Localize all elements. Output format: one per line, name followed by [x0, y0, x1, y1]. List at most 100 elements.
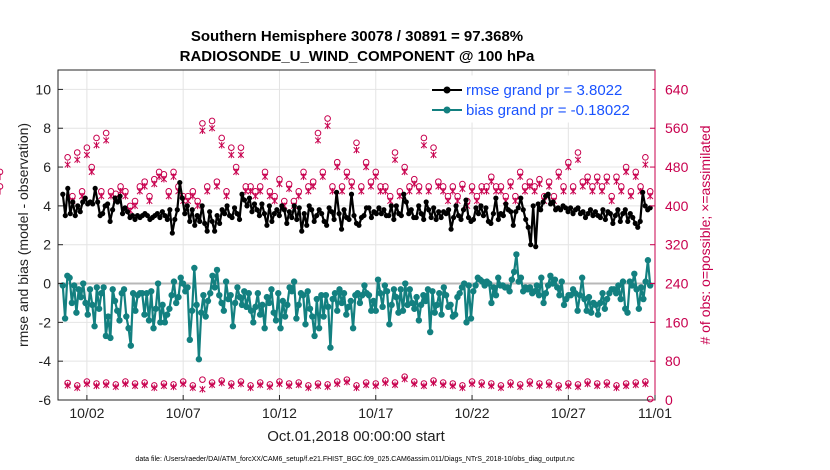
- obs-assimilated-marker: [387, 197, 394, 205]
- obs-assimilated-marker: [613, 178, 620, 185]
- obs-assimilated-marker: [64, 382, 71, 389]
- obs-possible-marker: [314, 129, 322, 137]
- rmse-point: [376, 205, 382, 211]
- obs-assimilated-marker: [184, 197, 192, 205]
- obs-assimilated-marker: [228, 382, 235, 390]
- bias-point: [243, 303, 250, 311]
- obs-possible-marker: [0, 168, 4, 176]
- rmse-point: [316, 207, 322, 213]
- bias-point: [186, 336, 194, 344]
- bias-point: [542, 290, 550, 297]
- obs-assimilated-marker: [526, 183, 533, 190]
- obs-assimilated-marker: [131, 202, 139, 210]
- rmse-point: [418, 211, 424, 217]
- bias-point: [506, 288, 513, 295]
- rmse-point: [309, 207, 315, 213]
- legend-entry-bias: bias grand pr = -0.18022: [466, 102, 630, 119]
- rmse-point: [274, 207, 280, 213]
- obs-assimilated-marker: [276, 180, 283, 188]
- bias-point: [594, 311, 602, 318]
- bias-point: [150, 324, 157, 332]
- rmse-point: [269, 218, 275, 225]
- rmse-point: [445, 207, 452, 213]
- bias-point: [599, 290, 606, 297]
- rmse-point: [184, 203, 190, 209]
- rmse-point: [338, 226, 345, 232]
- obs-assimilated-marker: [348, 183, 355, 190]
- y-tick-label: 10: [35, 81, 51, 97]
- rmse-point: [306, 203, 312, 209]
- obs-assimilated-marker: [440, 381, 447, 389]
- rmse-point: [416, 203, 422, 209]
- rmse-point: [231, 205, 238, 211]
- obs-possible-marker: [64, 154, 71, 161]
- y-right-tick-label: 80: [665, 353, 681, 369]
- obs-possible-marker: [391, 149, 399, 156]
- bias-point: [152, 305, 159, 312]
- rmse-point: [321, 218, 327, 225]
- obs-assimilated-marker: [468, 188, 476, 195]
- rmse-point: [393, 203, 399, 209]
- bias-point: [188, 307, 196, 314]
- bias-point: [526, 284, 534, 291]
- obs-assimilated-marker: [594, 178, 601, 185]
- bias-point: [93, 284, 101, 291]
- obs-assimilated-marker: [64, 161, 71, 168]
- rmse-point: [575, 205, 581, 211]
- bias-point: [356, 299, 364, 307]
- obs-assimilated-marker: [353, 384, 360, 392]
- obs-assimilated-marker: [83, 380, 91, 388]
- rmse-point: [75, 203, 81, 209]
- bias-point: [245, 290, 252, 297]
- x-tick-label: 10/22: [455, 405, 490, 421]
- rmse-point: [341, 207, 347, 213]
- obs-possible-marker: [353, 139, 360, 147]
- rmse-point: [401, 191, 407, 197]
- y-right-tick-label: 560: [665, 120, 689, 136]
- bias-point: [184, 284, 191, 291]
- bias-point: [209, 272, 216, 279]
- bias-point: [463, 319, 470, 326]
- rmse-point: [279, 203, 285, 209]
- bias-point: [300, 291, 307, 299]
- bias-point: [615, 282, 622, 289]
- obs-assimilated-marker: [560, 188, 567, 195]
- obs-assimilated-marker: [199, 127, 206, 134]
- rmse-point: [212, 228, 218, 234]
- bias-point: [485, 280, 493, 287]
- rmse-point: [92, 185, 98, 192]
- obs-assimilated-marker: [406, 188, 413, 195]
- obs-assimilated-marker: [584, 178, 591, 185]
- rmse-point: [582, 214, 589, 221]
- obs-assimilated-marker: [517, 173, 524, 181]
- bias-point: [402, 280, 409, 287]
- rmse-point: [62, 212, 68, 219]
- y-right-tick-label: 400: [665, 198, 689, 214]
- bias-point: [388, 301, 395, 309]
- y-right-tick-label: 0: [665, 392, 673, 408]
- bias-point: [422, 297, 429, 305]
- obs-assimilated-marker: [83, 151, 91, 159]
- obs-assimilated-marker: [449, 382, 456, 390]
- obs-assimilated-marker: [526, 380, 533, 388]
- obs-assimilated-marker: [189, 192, 196, 200]
- bias-point: [340, 290, 348, 297]
- bias-point: [313, 295, 321, 303]
- rmse-point: [647, 205, 653, 211]
- rmse-point: [90, 201, 96, 207]
- rmse-point: [72, 212, 78, 219]
- obs-assimilated-marker: [603, 381, 611, 389]
- x-tick-label: 11/01: [638, 405, 672, 421]
- rmse-point: [221, 211, 228, 217]
- bias-point: [377, 290, 384, 297]
- bias-point: [578, 274, 586, 281]
- bias-point: [640, 295, 647, 303]
- bias-point: [98, 290, 105, 297]
- rmse-point: [495, 216, 501, 223]
- bias-point: [125, 324, 132, 332]
- rmse-point: [333, 189, 340, 195]
- obs-assimilated-marker: [584, 380, 591, 388]
- obs-assimilated-marker: [358, 188, 365, 195]
- rmse-point: [640, 189, 646, 195]
- y-tick-label: -2: [39, 314, 52, 330]
